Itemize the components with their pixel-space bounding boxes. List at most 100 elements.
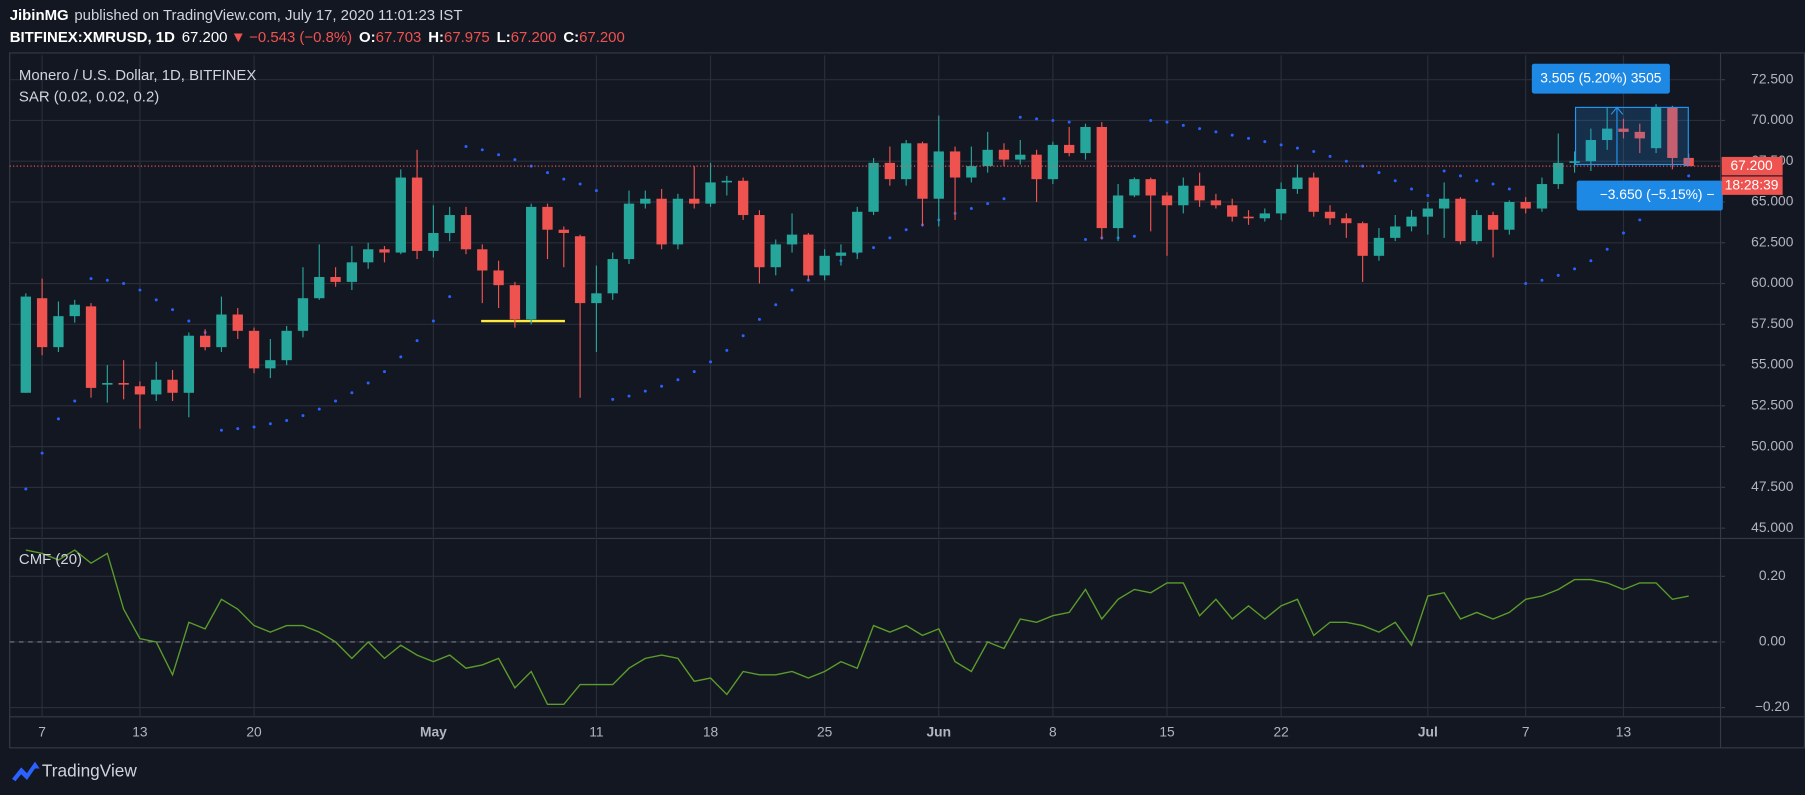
sar-dot xyxy=(562,177,566,181)
sar-dot xyxy=(1605,247,1609,251)
sar-dot xyxy=(578,182,582,186)
candle-body xyxy=(786,234,798,245)
candle-body xyxy=(69,304,80,317)
candle-body xyxy=(1422,208,1434,217)
sar-dot xyxy=(73,399,77,403)
candle-body xyxy=(444,215,455,233)
y-tick-label: 57.500 xyxy=(1751,316,1794,331)
ohlc-value: 67.200 xyxy=(579,29,625,46)
candle-body xyxy=(183,335,195,393)
candle-body xyxy=(1112,195,1124,229)
sar-dot xyxy=(1573,267,1577,271)
x-tick-label: 22 xyxy=(1273,725,1288,740)
ohlc-value: 67.975 xyxy=(444,29,490,46)
candle-body xyxy=(900,143,912,180)
candle-body xyxy=(1471,215,1482,242)
measure-down-badge xyxy=(1576,180,1723,211)
sar-dot xyxy=(1002,197,1006,201)
candle-body xyxy=(1096,126,1107,229)
candle-body xyxy=(1536,184,1548,209)
candle-body xyxy=(1487,215,1499,230)
candle-body xyxy=(1031,154,1042,180)
sar-dot xyxy=(480,148,484,152)
candle-body xyxy=(737,180,749,216)
pane-title: CMF (20) xyxy=(19,551,82,568)
candle-body xyxy=(721,180,733,183)
candle-body xyxy=(1438,198,1450,209)
candle-body xyxy=(199,335,211,348)
y-tick-label: 70.000 xyxy=(1751,112,1794,127)
sar-dot xyxy=(89,277,93,281)
candle-body xyxy=(1129,179,1140,196)
candle-body xyxy=(998,149,1010,160)
measure-box xyxy=(1574,106,1689,166)
sar-dot xyxy=(513,158,517,162)
candle-body xyxy=(314,277,325,299)
sar-dot xyxy=(219,428,223,432)
sar-dot xyxy=(105,278,109,282)
price-series xyxy=(24,115,1691,491)
y-tick-label: 62.500 xyxy=(1751,234,1794,249)
sar-dot xyxy=(1361,164,1365,168)
candle-body xyxy=(297,298,309,331)
sar-dot xyxy=(790,288,794,292)
candle-body xyxy=(20,296,31,393)
y-tick-label: 0.20 xyxy=(1759,568,1786,583)
candle-body xyxy=(868,162,879,212)
sar-dot xyxy=(382,370,386,374)
candle-body xyxy=(1308,177,1319,212)
sar-dot xyxy=(888,236,892,240)
candle-body xyxy=(36,298,48,348)
candle-body xyxy=(509,285,521,320)
x-tick-label: 7 xyxy=(1522,725,1530,740)
sar-dot xyxy=(301,414,305,418)
candle-body xyxy=(1601,128,1613,141)
x-tick-label: 18 xyxy=(703,725,719,740)
candle-body xyxy=(167,379,178,393)
candle-body xyxy=(884,162,896,180)
candle-body xyxy=(1145,179,1156,196)
candle-body xyxy=(526,206,537,320)
last-price-badge xyxy=(1721,156,1783,176)
sar-dot xyxy=(741,334,745,338)
sar-dot xyxy=(1247,136,1251,140)
sar-dot xyxy=(1198,127,1202,131)
x-tick-label: 7 xyxy=(38,725,46,740)
ohlc-value: 67.703 xyxy=(376,29,422,46)
candle-body xyxy=(640,198,651,204)
candle-body xyxy=(1292,177,1303,189)
sar-dot xyxy=(1295,146,1299,150)
pane-title: Monero / U.S. Dollar, 1D, BITFINEX xyxy=(19,67,256,84)
sar-dot xyxy=(1035,117,1039,121)
candle-body xyxy=(574,236,586,304)
candle-body xyxy=(835,252,847,256)
y-tick-label: 52.500 xyxy=(1751,397,1794,412)
sar-dot xyxy=(757,317,761,321)
sar-dot xyxy=(1149,118,1153,122)
sar-dot xyxy=(1458,174,1462,178)
quote-line: BITFINEX:XMRUSD, 1D 67.200 ▼ −0.543 (−0.8%)… xyxy=(10,29,625,46)
sar-dot xyxy=(676,378,680,382)
sar-dot xyxy=(1165,120,1169,124)
candle-body xyxy=(1667,107,1678,158)
sar-dot xyxy=(546,171,549,175)
sar-dot xyxy=(1312,149,1316,153)
sar-legend: SAR (0.02, 0.02, 0.2) xyxy=(19,89,159,106)
candle-body xyxy=(1178,185,1189,206)
sar-dot xyxy=(464,145,468,149)
candle-body xyxy=(330,277,341,282)
ohlc-label: L: xyxy=(497,29,511,46)
candle-body xyxy=(1259,213,1270,219)
candle-body xyxy=(754,215,765,268)
last-price: 67.200 xyxy=(182,29,228,46)
footer-logo: TradingView xyxy=(42,761,137,781)
sar-dot xyxy=(285,419,289,423)
candle-body xyxy=(1569,161,1580,163)
candle-body xyxy=(102,383,113,385)
x-tick-label: 8 xyxy=(1049,725,1057,740)
candle-body xyxy=(1357,223,1368,256)
candle-body xyxy=(460,215,472,250)
x-tick-label: 13 xyxy=(1616,725,1632,740)
sar-dot xyxy=(1230,133,1234,137)
